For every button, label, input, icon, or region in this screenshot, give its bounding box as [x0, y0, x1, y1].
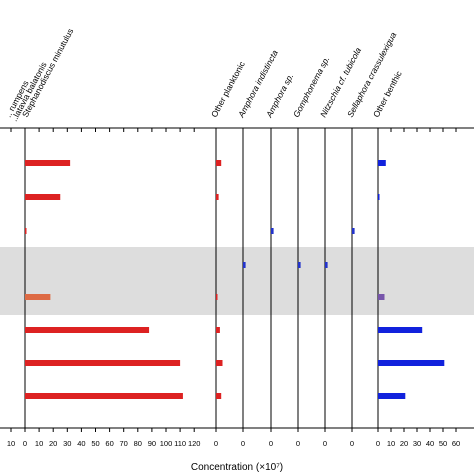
x-tick-label: 70 — [120, 439, 128, 448]
taxon-header-label: Stephanodiscus minutulus — [20, 27, 75, 119]
bar — [378, 393, 406, 399]
x-tick-label: 100 — [160, 439, 173, 448]
x-tick-label: 50 — [91, 439, 99, 448]
bar — [243, 262, 246, 268]
x-tick-label: 110 — [174, 439, 186, 448]
x-tick-label: 90 — [148, 439, 156, 448]
x-tick-label: 10 — [35, 439, 43, 448]
x-axis-label: Concentration (×10⁷) — [191, 462, 283, 473]
bar — [25, 393, 183, 399]
bar — [216, 160, 222, 166]
x-tick-label: 0 — [241, 439, 245, 448]
taxon-header-label: Amphora sp. — [263, 72, 295, 120]
bar — [378, 194, 380, 200]
bar — [378, 160, 386, 166]
x-tick-label: 20 — [400, 439, 408, 448]
bar — [25, 294, 51, 300]
bar — [216, 360, 223, 366]
bar — [378, 327, 423, 333]
bar — [216, 194, 219, 200]
taxon-header-layer: .. rumpens..latavia balatonisStephanodis… — [3, 27, 404, 123]
bar — [25, 360, 181, 366]
axis-layer: 10 0 10 20 30 40 50 60 70 80 90 100 110 120 0 0 0 0 0 0 0 10 2… — [0, 127, 474, 448]
bar — [352, 228, 355, 234]
bar — [325, 262, 328, 268]
bar — [378, 360, 445, 366]
x-tick-label: 0 — [23, 439, 27, 448]
bar — [25, 160, 71, 166]
x-tick-label: 10 — [7, 439, 15, 448]
bar — [216, 393, 222, 399]
x-tick-label: 120 — [188, 439, 201, 448]
x-tick-label: 40 — [426, 439, 434, 448]
bar-layer — [25, 160, 445, 399]
x-tick-label: 0 — [323, 439, 327, 448]
x-tick-label: 0 — [269, 439, 273, 448]
bar — [271, 228, 274, 234]
taxon-header-label: Sellaphora crassulexigua — [345, 30, 399, 119]
x-tick-label: 40 — [77, 439, 85, 448]
x-tick-label: 60 — [105, 439, 113, 448]
x-tick-label: 0 — [376, 439, 380, 448]
x-tick-label: 30 — [413, 439, 421, 448]
bar — [25, 228, 27, 234]
x-tick-label: 10 — [387, 439, 395, 448]
x-tick-label: 60 — [452, 439, 460, 448]
x-tick-label: 80 — [134, 439, 142, 448]
bar — [216, 327, 220, 333]
x-tick-label: 0 — [214, 439, 218, 448]
x-tick-label: 0 — [350, 439, 354, 448]
shaded-band-layer — [0, 247, 474, 315]
bar — [25, 194, 61, 200]
bar — [378, 294, 385, 300]
bar — [216, 294, 218, 300]
x-tick-label: 50 — [439, 439, 447, 448]
x-tick-label: 0 — [296, 439, 300, 448]
x-tick-label: 20 — [49, 439, 57, 448]
shaded-band — [0, 247, 474, 315]
x-tick-label: 30 — [63, 439, 71, 448]
bar — [25, 327, 150, 333]
bar — [298, 262, 301, 268]
